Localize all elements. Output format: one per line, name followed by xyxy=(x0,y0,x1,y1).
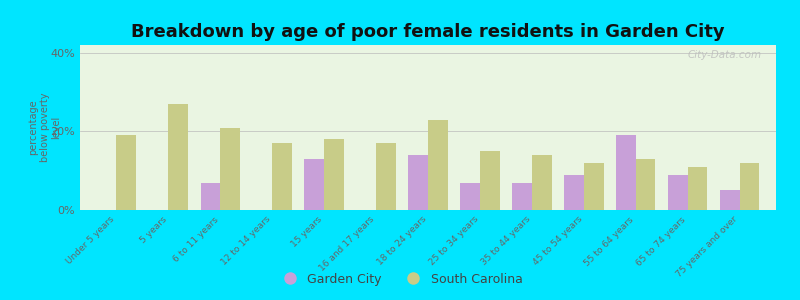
Bar xyxy=(616,135,636,210)
Bar xyxy=(272,143,292,210)
Bar xyxy=(688,167,707,210)
Bar xyxy=(408,155,428,210)
Bar xyxy=(220,128,240,210)
Text: City-Data.com: City-Data.com xyxy=(688,50,762,60)
Bar xyxy=(512,182,532,210)
Bar xyxy=(636,159,655,210)
Bar xyxy=(564,175,584,210)
Bar xyxy=(668,175,688,210)
Bar xyxy=(720,190,740,210)
Bar xyxy=(376,143,396,210)
Y-axis label: percentage
below poverty
level: percentage below poverty level xyxy=(28,93,62,162)
Legend: Garden City, South Carolina: Garden City, South Carolina xyxy=(273,268,527,291)
Bar xyxy=(740,163,759,210)
Bar xyxy=(324,139,344,210)
Bar xyxy=(532,155,552,210)
Bar xyxy=(428,120,448,210)
Bar xyxy=(480,151,500,210)
Bar xyxy=(116,135,136,210)
Title: Breakdown by age of poor female residents in Garden City: Breakdown by age of poor female resident… xyxy=(131,23,725,41)
Bar xyxy=(168,104,188,210)
Bar xyxy=(584,163,603,210)
Bar xyxy=(201,182,220,210)
Bar xyxy=(460,182,480,210)
Bar xyxy=(304,159,324,210)
